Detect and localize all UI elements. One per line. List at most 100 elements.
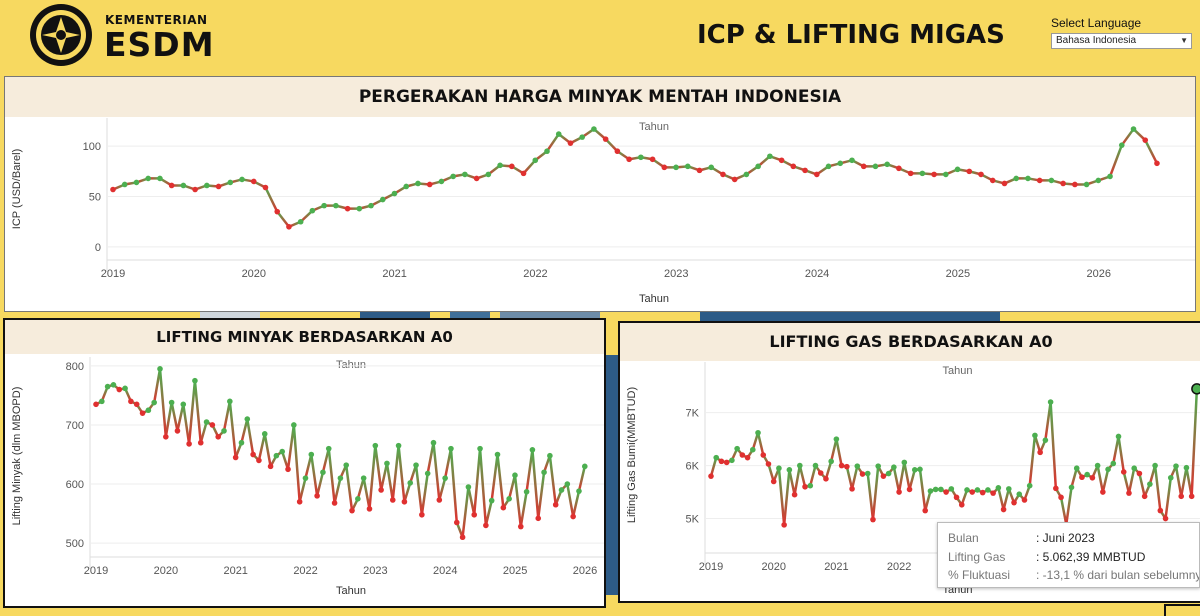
- data-point: [1142, 137, 1149, 143]
- data-point: [684, 163, 691, 170]
- data-point: [791, 491, 798, 498]
- x-tick-label: 2019: [101, 268, 125, 280]
- top-axis-label: Tahun: [943, 365, 973, 377]
- data-point: [1105, 466, 1111, 473]
- data-point: [844, 463, 850, 470]
- data-point: [661, 164, 668, 171]
- data-point: [828, 458, 834, 465]
- x-tick-label: 2025: [503, 565, 527, 577]
- data-point: [802, 167, 808, 174]
- data-point: [473, 175, 480, 182]
- tooltip-value: : 5.062,39 MMBTUD: [1036, 550, 1146, 564]
- tooltip-row-fluctuation: % Fluktuasi: -13,1 % dari bulan sebelumn…: [948, 568, 1199, 582]
- series-line-segment: [548, 454, 557, 506]
- data-point: [1021, 497, 1028, 503]
- data-point: [331, 500, 338, 506]
- data-point: [602, 136, 609, 142]
- data-point: [854, 463, 861, 469]
- language-label: Select Language: [1051, 16, 1142, 30]
- data-point: [778, 157, 785, 164]
- data-point: [356, 205, 363, 212]
- data-point: [781, 522, 787, 528]
- data-point: [720, 171, 726, 178]
- data-point: [859, 471, 866, 477]
- x-tick-label: 2021: [382, 268, 406, 280]
- data-point: [360, 475, 367, 481]
- data-point: [227, 398, 233, 405]
- series-line-segment: [777, 466, 786, 527]
- language-select[interactable]: Bahasa Indonesia ▼: [1051, 33, 1192, 49]
- data-point: [506, 496, 512, 502]
- series-line-segment: [472, 447, 482, 517]
- data-point: [430, 439, 437, 446]
- data-point: [1120, 469, 1127, 475]
- data-point: [864, 470, 871, 477]
- data-point: [520, 170, 527, 177]
- data-point: [567, 140, 574, 146]
- tooltip-row-month: Bulan: Juni 2023: [948, 531, 1095, 545]
- y-axis-title: Lifting Gas Bumi(MMBTUD): [626, 387, 638, 523]
- x-tick-label: 2021: [223, 565, 247, 577]
- series-line-segment: [566, 482, 575, 518]
- data-point: [1107, 173, 1113, 180]
- data-point: [291, 422, 297, 428]
- data-point: [1152, 462, 1158, 469]
- data-point: [1110, 460, 1117, 467]
- data-point: [570, 513, 576, 520]
- data-point: [497, 162, 503, 169]
- data-point: [180, 182, 187, 189]
- series-line-segment: [379, 462, 389, 492]
- data-point: [500, 504, 507, 511]
- data-point: [368, 202, 374, 209]
- data-point: [1183, 464, 1190, 471]
- series-line-segment: [368, 444, 377, 511]
- data-point: [151, 399, 157, 406]
- series-line-segment: [1179, 466, 1188, 498]
- corner-decoration: [1164, 604, 1200, 616]
- data-point: [366, 506, 373, 512]
- esdm-logo-icon: [30, 4, 92, 66]
- series-line-segment: [1033, 434, 1042, 454]
- y-tick-label: 50: [89, 192, 101, 204]
- data-point: [948, 486, 955, 492]
- series-line-segment: [187, 379, 197, 446]
- data-point: [1073, 465, 1080, 472]
- data-point: [372, 442, 379, 449]
- series-line-segment: [536, 470, 546, 520]
- data-point: [244, 416, 251, 422]
- series-line-segment: [158, 367, 168, 439]
- data-point: [145, 175, 151, 182]
- data-point: [1141, 493, 1148, 500]
- series-line-segment: [829, 437, 838, 463]
- series-line-segment: [522, 159, 537, 175]
- series-line-segment: [432, 441, 441, 502]
- series-line-segment: [164, 401, 173, 439]
- x-tick-label: 2024: [805, 268, 829, 280]
- series-line-segment: [333, 476, 342, 505]
- x-tick-label: 2019: [84, 565, 108, 577]
- data-point: [309, 207, 316, 214]
- data-point: [581, 463, 588, 470]
- data-point: [1083, 181, 1090, 188]
- y-tick-label: 5K: [686, 514, 700, 526]
- data-point: [256, 457, 262, 464]
- series-line-segment: [222, 400, 232, 433]
- data-point: [1126, 490, 1132, 496]
- data-point: [262, 184, 269, 191]
- data-point: [1100, 489, 1106, 495]
- data-point: [494, 451, 501, 458]
- logo-esdm-text: ESDM: [104, 25, 215, 64]
- series-line-segment: [519, 490, 528, 528]
- data-point: [896, 165, 902, 172]
- data-point: [1053, 485, 1059, 492]
- series-line-segment: [525, 448, 534, 493]
- series-line-segment: [1120, 127, 1135, 147]
- series-line-segment: [1190, 387, 1199, 498]
- series-line-segment: [327, 447, 336, 505]
- data-point: [1013, 175, 1020, 182]
- data-point: [1084, 471, 1090, 478]
- page-title: ICP & LIFTING MIGAS: [697, 20, 1005, 50]
- data-point: [1118, 142, 1125, 148]
- data-point: [823, 476, 829, 482]
- series-line-segment: [923, 489, 932, 512]
